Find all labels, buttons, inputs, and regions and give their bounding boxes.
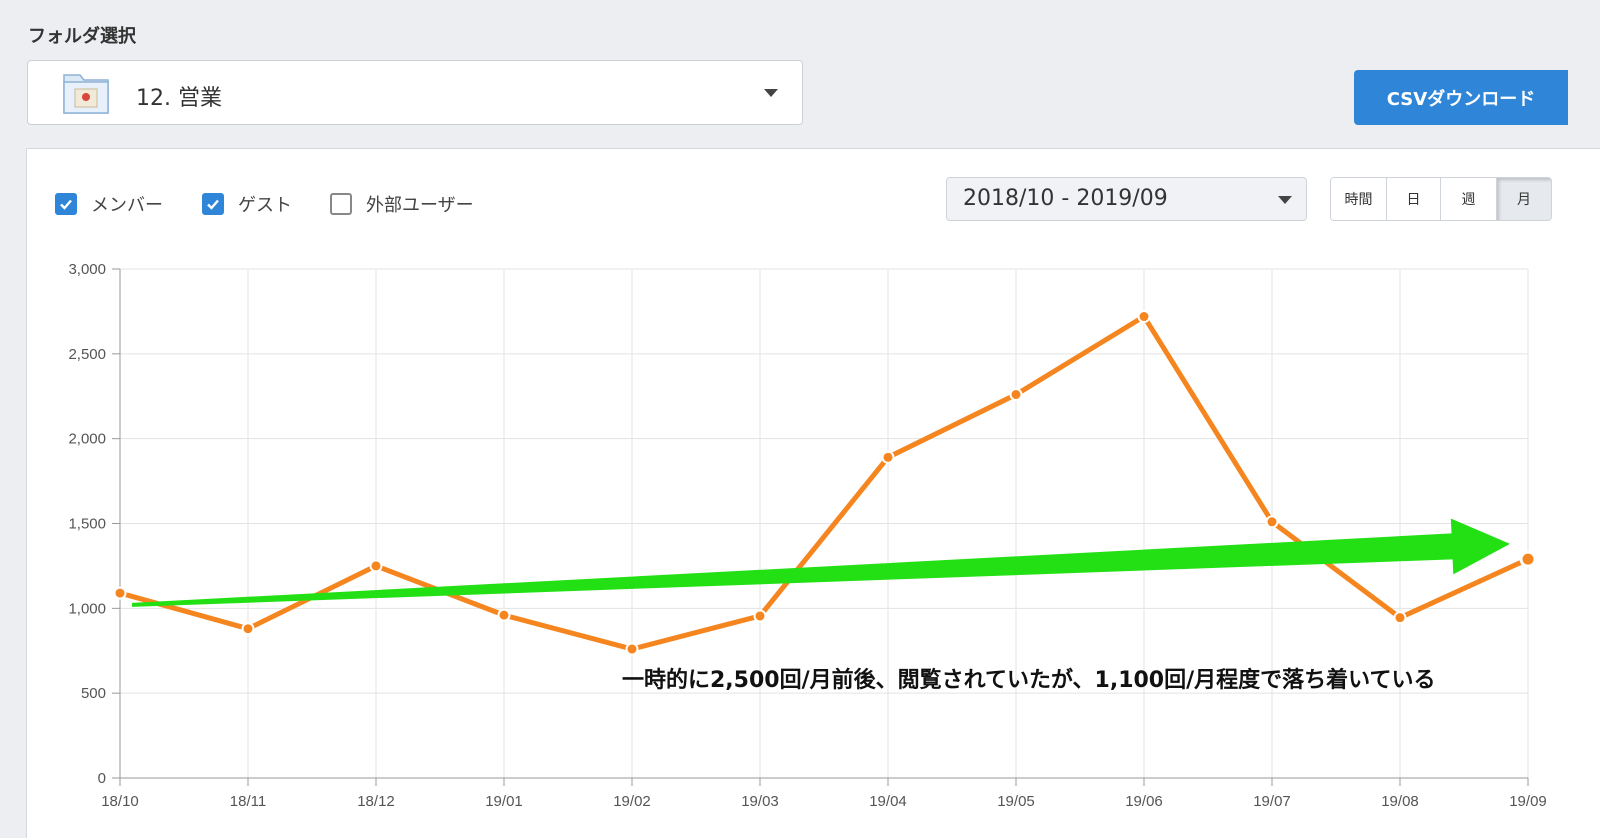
folder-name: 12. 営業 (136, 86, 222, 111)
data-point (1393, 611, 1407, 625)
y-tick-label: 1,500 (68, 516, 106, 533)
data-point (1265, 515, 1279, 529)
x-tick-label: 19/08 (1381, 793, 1419, 810)
data-point (1519, 550, 1537, 568)
x-tick-label: 19/01 (485, 793, 523, 810)
period-toggle: 時間 日 週 月 (1330, 177, 1552, 221)
data-point (1009, 388, 1023, 402)
checkbox-checked-icon[interactable] (202, 193, 224, 215)
date-range-value: 2018/10 - 2019/09 (963, 186, 1168, 211)
series-line (119, 314, 1530, 652)
y-tick-label: 0 (98, 770, 106, 787)
y-tick-label: 1,000 (68, 600, 106, 617)
chart-annotation: 一時的に2,500回/月前後、閲覧されていたが、1,100回/月程度で落ち着いて… (622, 668, 1436, 693)
filter-guest[interactable]: ゲスト (202, 192, 292, 216)
checkbox-checked-icon[interactable] (55, 193, 77, 215)
filter-label: ゲスト (238, 195, 292, 216)
period-week-button[interactable]: 週 (1441, 178, 1497, 220)
data-point (369, 559, 383, 573)
folder-select[interactable]: 12. 営業 (27, 60, 803, 125)
folder-icon (62, 71, 110, 115)
y-tick-label: 500 (81, 685, 106, 702)
filter-member[interactable]: メンバー (55, 192, 163, 216)
checkbox-unchecked-icon[interactable] (330, 193, 352, 215)
period-hour-button[interactable]: 時間 (1331, 178, 1387, 220)
x-tick-label: 19/04 (869, 793, 907, 810)
data-point (753, 609, 767, 623)
x-tick-label: 18/12 (357, 793, 395, 810)
x-tick-label: 19/06 (1125, 793, 1163, 810)
data-point (881, 450, 895, 464)
data-point (113, 586, 127, 600)
chart-panel (26, 148, 1600, 838)
filter-label: メンバー (91, 195, 163, 216)
y-tick-label: 2,500 (68, 346, 106, 363)
x-tick-label: 19/03 (741, 793, 779, 810)
data-point (497, 608, 511, 622)
x-tick-label: 19/07 (1253, 793, 1291, 810)
x-tick-label: 18/10 (101, 793, 139, 810)
filter-external-user[interactable]: 外部ユーザー (330, 192, 474, 216)
x-tick-label: 19/02 (613, 793, 651, 810)
x-tick-label: 19/05 (997, 793, 1035, 810)
period-month-button[interactable]: 月 (1497, 178, 1551, 220)
period-day-button[interactable]: 日 (1387, 178, 1441, 220)
chevron-down-icon (764, 89, 778, 97)
date-range-select[interactable]: 2018/10 - 2019/09 (946, 177, 1307, 221)
data-point (1137, 310, 1151, 324)
x-tick-label: 18/11 (230, 793, 266, 810)
folder-select-label: フォルダ選択 (28, 26, 136, 47)
csv-download-button[interactable]: CSVダウンロード (1354, 70, 1568, 125)
chevron-down-icon (1278, 196, 1292, 204)
data-point (241, 622, 255, 636)
filter-label: 外部ユーザー (366, 195, 474, 216)
trend-arrow (131, 518, 1510, 607)
y-tick-label: 3,000 (68, 261, 106, 278)
x-tick-label: 19/09 (1509, 793, 1547, 810)
y-tick-label: 2,000 (68, 431, 106, 448)
data-point (625, 642, 639, 656)
